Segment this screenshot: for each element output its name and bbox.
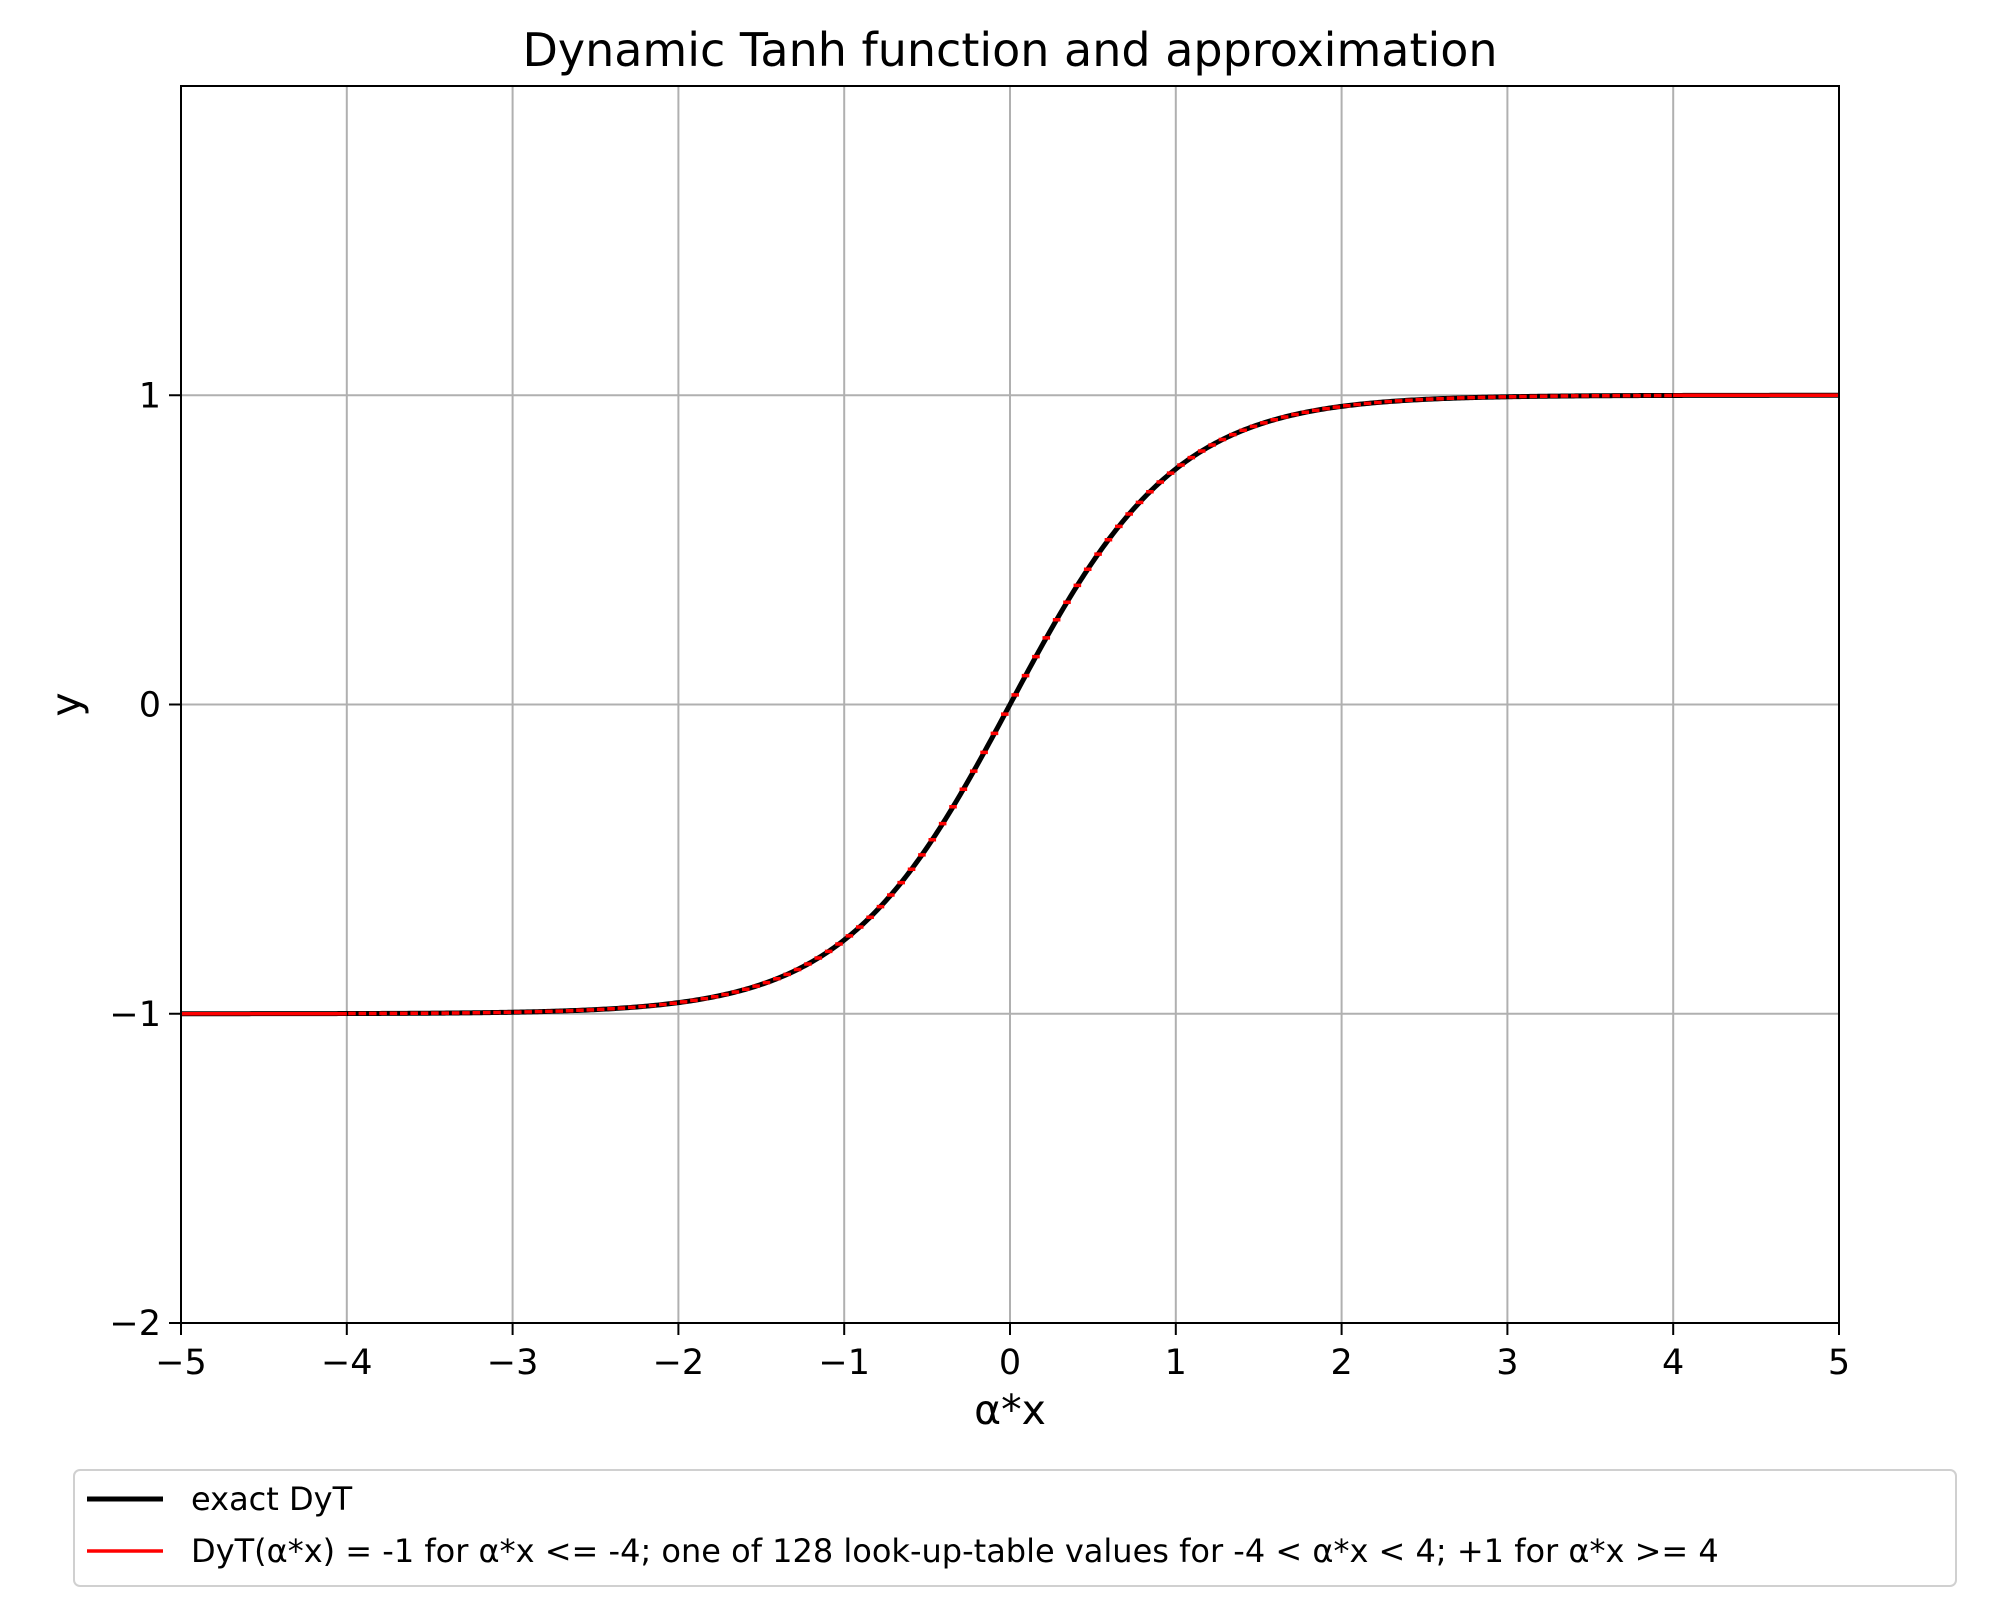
y-axis-label: y (42, 692, 90, 716)
x-tick-label: −4 (321, 1343, 373, 1383)
x-tick-label: 0 (999, 1343, 1021, 1383)
series-lines (180, 392, 1840, 1017)
x-tick-label: −2 (653, 1343, 705, 1383)
y-tick-label: 0 (139, 686, 161, 726)
legend-box (73, 1469, 1957, 1587)
x-axis-label: α*x (974, 1386, 1046, 1434)
axis-ticks: −5 −4 −3 −2 −1 0 1 2 3 4 5 −2 −1 0 1 (109, 376, 1850, 1383)
x-tick-label: 3 (1496, 1343, 1518, 1383)
x-tick-label: −1 (818, 1343, 870, 1383)
legend-label-dyt-approximation: DyT(α*x) = -1 for α*x <= -4; one of 128 … (191, 1532, 1719, 1570)
legend: exact DyT DyT(α*x) = -1 for α*x <= -4; o… (73, 1469, 1957, 1587)
x-tick-label: 1 (1165, 1343, 1187, 1383)
x-tick-label: 4 (1662, 1343, 1684, 1383)
series-approx-lut-steps (348, 393, 1672, 1016)
x-tick-label: 2 (1330, 1343, 1352, 1383)
chart-title: Dynamic Tanh function and approximation (522, 23, 1497, 77)
x-tick-label: −5 (155, 1343, 207, 1383)
y-tick-label: −1 (109, 995, 161, 1035)
x-tick-label: 5 (1828, 1343, 1850, 1383)
y-tick-label: −2 (109, 1304, 161, 1344)
legend-label-exact-dyt: exact DyT (191, 1480, 353, 1518)
y-tick-label: 1 (139, 376, 161, 416)
x-tick-label: −3 (487, 1343, 539, 1383)
